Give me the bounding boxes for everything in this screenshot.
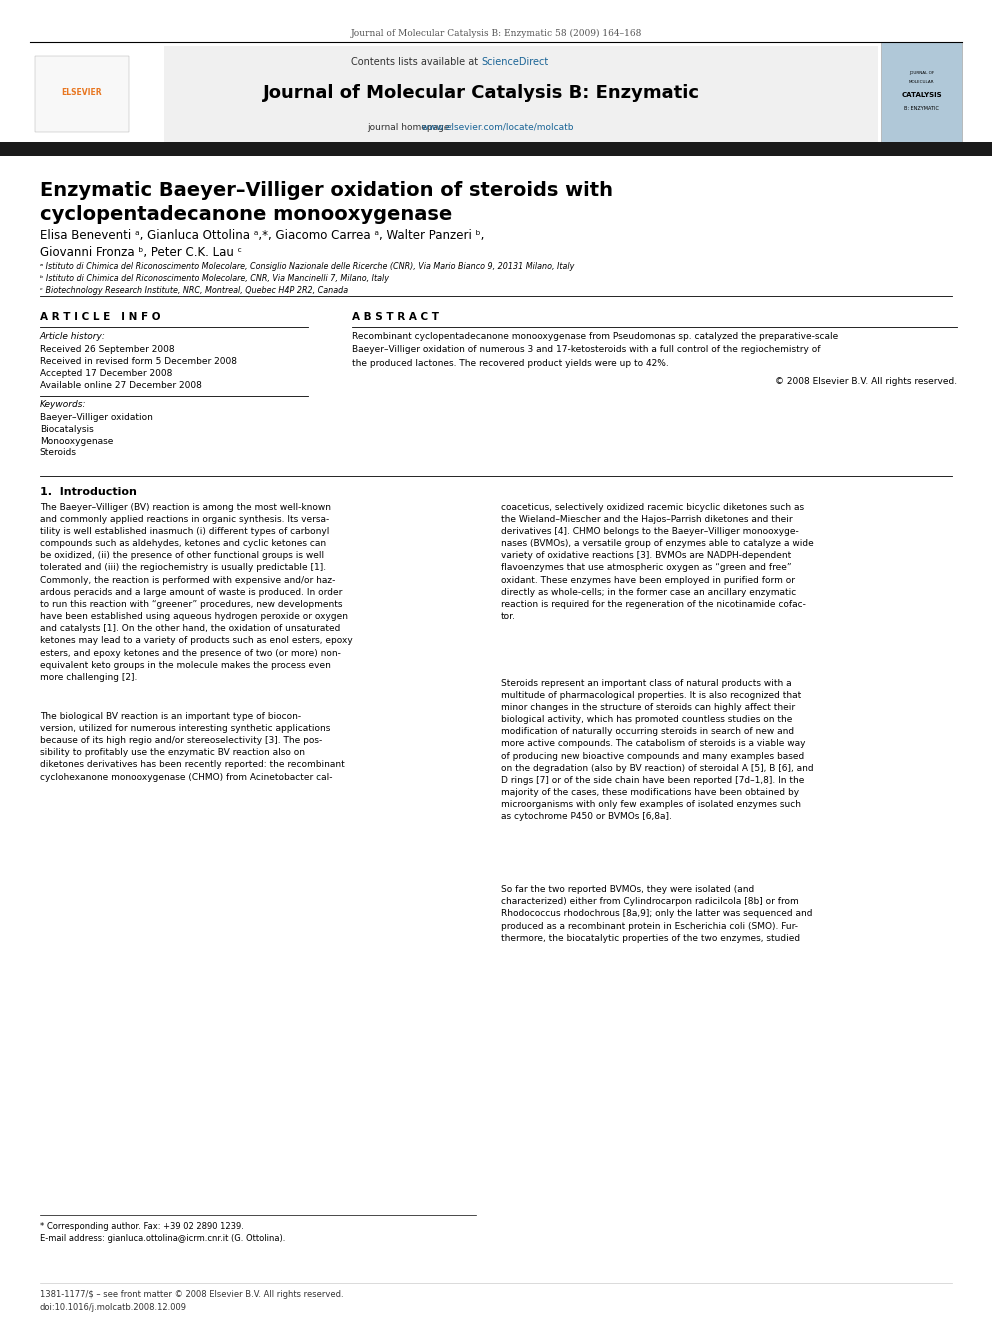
Text: Available online 27 December 2008: Available online 27 December 2008 [40, 381, 201, 390]
FancyBboxPatch shape [881, 42, 962, 142]
Text: Received in revised form 5 December 2008: Received in revised form 5 December 2008 [40, 357, 237, 366]
Text: Keywords:: Keywords: [40, 400, 86, 409]
Text: www.elsevier.com/locate/molcatb: www.elsevier.com/locate/molcatb [367, 123, 573, 131]
FancyBboxPatch shape [30, 46, 164, 142]
Text: Elisa Beneventi ᵃ, Gianluca Ottolina ᵃ,*, Giacomo Carrea ᵃ, Walter Panzeri ᵇ,: Elisa Beneventi ᵃ, Gianluca Ottolina ᵃ,*… [40, 229, 484, 242]
Text: 1381-1177/$ – see front matter © 2008 Elsevier B.V. All rights reserved.: 1381-1177/$ – see front matter © 2008 El… [40, 1290, 343, 1299]
Text: ᵃ Istituto di Chimica del Riconoscimento Molecolare, Consiglio Nazionale delle R: ᵃ Istituto di Chimica del Riconoscimento… [40, 262, 574, 271]
Text: ScienceDirect: ScienceDirect [481, 57, 549, 67]
Text: Biocatalysis: Biocatalysis [40, 425, 93, 434]
Text: Steroids represent an important class of natural products with a
multitude of ph: Steroids represent an important class of… [501, 679, 813, 822]
Text: coaceticus, selectively oxidized racemic bicyclic diketones such as
the Wieland–: coaceticus, selectively oxidized racemic… [501, 503, 813, 620]
Text: Baeyer–Villiger oxidation: Baeyer–Villiger oxidation [40, 413, 153, 422]
Text: A B S T R A C T: A B S T R A C T [352, 312, 439, 323]
Text: The Baeyer–Villiger (BV) reaction is among the most well-known
and commonly appl: The Baeyer–Villiger (BV) reaction is amo… [40, 503, 352, 681]
Text: JOURNAL OF: JOURNAL OF [909, 70, 934, 75]
Text: * Corresponding author. Fax: +39 02 2890 1239.: * Corresponding author. Fax: +39 02 2890… [40, 1222, 244, 1232]
Text: Monooxygenase: Monooxygenase [40, 437, 113, 446]
Text: ᶜ Biotechnology Research Institute, NRC, Montreal, Quebec H4P 2R2, Canada: ᶜ Biotechnology Research Institute, NRC,… [40, 286, 348, 295]
Text: Journal of Molecular Catalysis B: Enzymatic: Journal of Molecular Catalysis B: Enzyma… [263, 83, 699, 102]
Text: Enzymatic Baeyer–Villiger oxidation of steroids with: Enzymatic Baeyer–Villiger oxidation of s… [40, 181, 613, 200]
Text: The biological BV reaction is an important type of biocon-
version, utilized for: The biological BV reaction is an importa… [40, 712, 344, 782]
Text: cyclopentadecanone monooxygenase: cyclopentadecanone monooxygenase [40, 205, 452, 224]
Text: So far the two reported BVMOs, they were isolated (and
characterized) either fro: So far the two reported BVMOs, they were… [501, 885, 812, 943]
FancyBboxPatch shape [0, 142, 992, 156]
Text: the produced lactones. The recovered product yields were up to 42%.: the produced lactones. The recovered pro… [352, 359, 669, 368]
Text: Baeyer–Villiger oxidation of numerous 3 and 17-ketosteroids with a full control : Baeyer–Villiger oxidation of numerous 3 … [352, 345, 820, 355]
FancyBboxPatch shape [30, 46, 878, 142]
Text: doi:10.1016/j.molcatb.2008.12.009: doi:10.1016/j.molcatb.2008.12.009 [40, 1303, 186, 1312]
Text: B: ENZYMATIC: B: ENZYMATIC [904, 106, 939, 111]
Text: Received 26 September 2008: Received 26 September 2008 [40, 345, 175, 355]
FancyBboxPatch shape [35, 56, 129, 132]
Text: Recombinant cyclopentadecanone monooxygenase from Pseudomonas sp. catalyzed the : Recombinant cyclopentadecanone monooxyge… [352, 332, 838, 341]
Text: Steroids: Steroids [40, 448, 76, 458]
Text: Accepted 17 December 2008: Accepted 17 December 2008 [40, 369, 172, 378]
Text: Article history:: Article history: [40, 332, 105, 341]
Text: A R T I C L E   I N F O: A R T I C L E I N F O [40, 312, 160, 323]
Text: Journal of Molecular Catalysis B: Enzymatic 58 (2009) 164–168: Journal of Molecular Catalysis B: Enzyma… [350, 29, 642, 38]
Text: © 2008 Elsevier B.V. All rights reserved.: © 2008 Elsevier B.V. All rights reserved… [775, 377, 957, 386]
Text: ELSEVIER: ELSEVIER [62, 89, 101, 97]
Text: MOLECULAR: MOLECULAR [909, 79, 934, 85]
Text: ᵇ Istituto di Chimica del Riconoscimento Molecolare, CNR, Via Mancinelli 7, Mila: ᵇ Istituto di Chimica del Riconoscimento… [40, 274, 389, 283]
Text: Contents lists available at: Contents lists available at [351, 57, 481, 67]
Text: E-mail address: gianluca.ottolina@icrm.cnr.it (G. Ottolina).: E-mail address: gianluca.ottolina@icrm.c… [40, 1234, 285, 1244]
Text: journal homepage:: journal homepage: [367, 123, 455, 131]
Text: 1.  Introduction: 1. Introduction [40, 487, 137, 497]
Text: CATALYSIS: CATALYSIS [902, 93, 941, 98]
Text: Giovanni Fronza ᵇ, Peter C.K. Lau ᶜ: Giovanni Fronza ᵇ, Peter C.K. Lau ᶜ [40, 246, 242, 259]
